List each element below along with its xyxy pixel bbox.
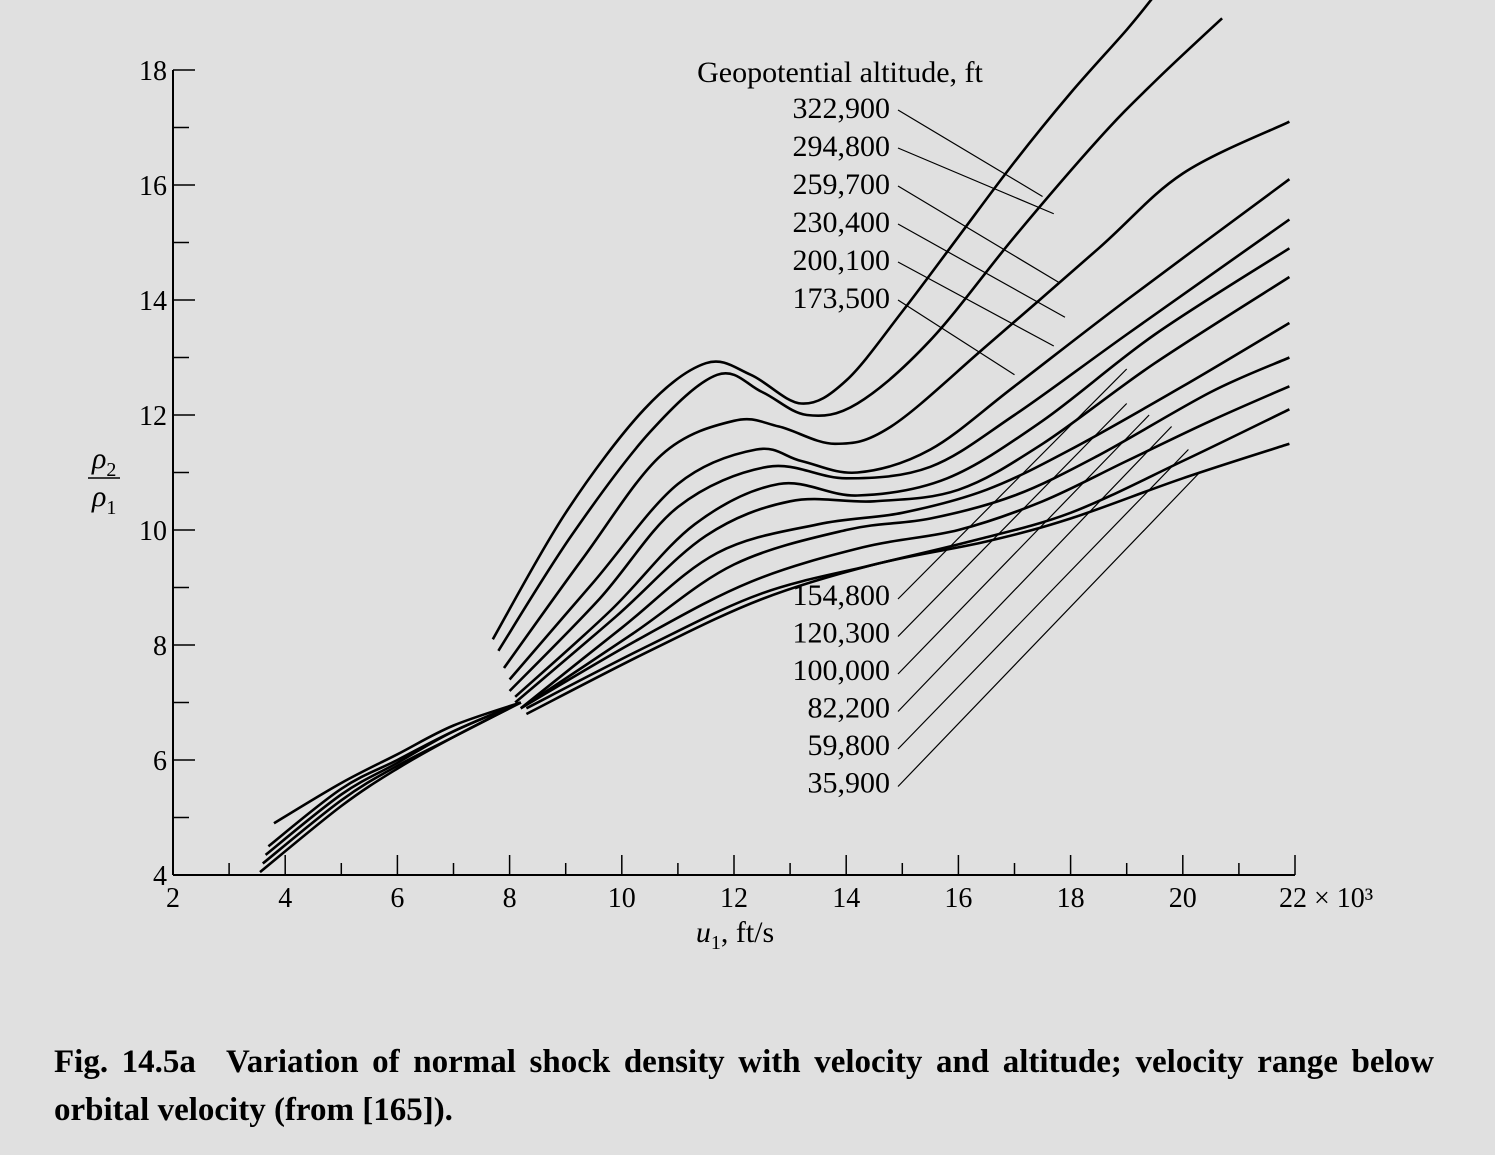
x-tick-label: 20: [1169, 883, 1197, 914]
series-line: [520, 385, 1290, 710]
x-tick-label: 4: [278, 883, 292, 914]
x-tick-label: 18: [1057, 883, 1085, 914]
series-line: [497, 17, 1223, 652]
series-label: 200,100: [793, 244, 891, 277]
svg-text:ρ2: ρ2: [91, 442, 116, 481]
series-leader-line: [897, 299, 1015, 376]
x-tick-label: 16: [944, 883, 972, 914]
low-velocity-curve: [259, 701, 522, 874]
y-axis-label-numerator: ρ: [91, 442, 106, 475]
low-velocity-curve: [267, 701, 522, 848]
y-axis-label: ρ2 ρ1: [88, 442, 120, 519]
x-tick-label: 22 × 10³: [1279, 883, 1373, 914]
x-axis-label: u1, ft/s: [696, 916, 774, 954]
series-leader-line: [897, 426, 1173, 712]
x-tick-label: 8: [503, 883, 517, 914]
y-tick-label: 6: [153, 746, 167, 777]
y-tick-label: 16: [139, 171, 167, 202]
series-line: [502, 120, 1290, 669]
series-line: [491, 0, 1153, 640]
x-tick-label: 10: [608, 883, 636, 914]
x-axis-label-var: u: [696, 916, 711, 949]
y-tick-label: 8: [153, 631, 167, 662]
x-axis-label-sub: 1: [711, 932, 721, 954]
x-tick-label: 2: [166, 883, 180, 914]
series-label: 259,700: [793, 168, 891, 201]
series-label: 294,800: [793, 130, 891, 163]
y-axis-label-denominator: ρ: [91, 480, 106, 513]
series-leader-line: [897, 147, 1055, 215]
series-label: 59,800: [808, 729, 891, 762]
y-axis-label-numerator-sub: 2: [106, 459, 116, 481]
series-line: [508, 178, 1291, 681]
y-axis-label-denominator-sub: 1: [106, 497, 116, 519]
y-tick-label: 14: [139, 286, 167, 317]
y-tick-label: 18: [139, 56, 167, 87]
series-label: 230,400: [793, 206, 891, 239]
series-line: [514, 275, 1291, 704]
series-leader-line: [897, 472, 1201, 787]
y-tick-label: 12: [139, 401, 167, 432]
caption-text: Variation of normal shock density with v…: [54, 1044, 1435, 1128]
series-leader-line: [897, 261, 1055, 347]
series-leader-line: [897, 449, 1189, 750]
svg-text:ρ1: ρ1: [91, 480, 116, 519]
figure-caption: Fig. 14.5a Variation of normal shock dens…: [54, 1038, 1434, 1134]
x-axis-label-unit: , ft/s: [721, 916, 774, 949]
series-leader-line: [897, 109, 1043, 198]
figure-number: Fig. 14.5a: [54, 1044, 196, 1080]
series-line: [525, 442, 1290, 716]
series-line: [514, 247, 1291, 698]
low-velocity-curve: [264, 701, 522, 856]
series-leader-line: [897, 403, 1128, 637]
y-tick-label: 10: [139, 516, 167, 547]
series-label: 322,900: [793, 92, 891, 125]
series-line: [508, 218, 1291, 692]
series-leader-line: [897, 223, 1066, 318]
series-label: 120,300: [793, 617, 891, 650]
low-velocity-curve: [273, 701, 522, 825]
x-tick-label: 14: [832, 883, 860, 914]
x-tick-label: 12: [720, 883, 748, 914]
series-label: 173,500: [793, 282, 891, 315]
series-labels: 322,900 294,800 259,700 230,400 200,100 173,5…: [793, 92, 1201, 800]
series-leader-line: [897, 368, 1128, 600]
series-label: 82,200: [808, 692, 891, 725]
series-line: [520, 356, 1290, 710]
series-line: [519, 321, 1291, 710]
chart-curves: [259, 0, 1291, 874]
x-tick-label: 6: [390, 883, 404, 914]
series-label: 100,000: [793, 654, 891, 687]
series-label: 154,800: [793, 579, 891, 612]
y-tick-label: 4: [153, 861, 167, 892]
series-leader-line: [897, 414, 1150, 675]
series-label: 35,900: [808, 767, 891, 800]
legend-title: Geopotential altitude, ft: [697, 56, 983, 89]
series-leader-line: [897, 185, 1060, 284]
